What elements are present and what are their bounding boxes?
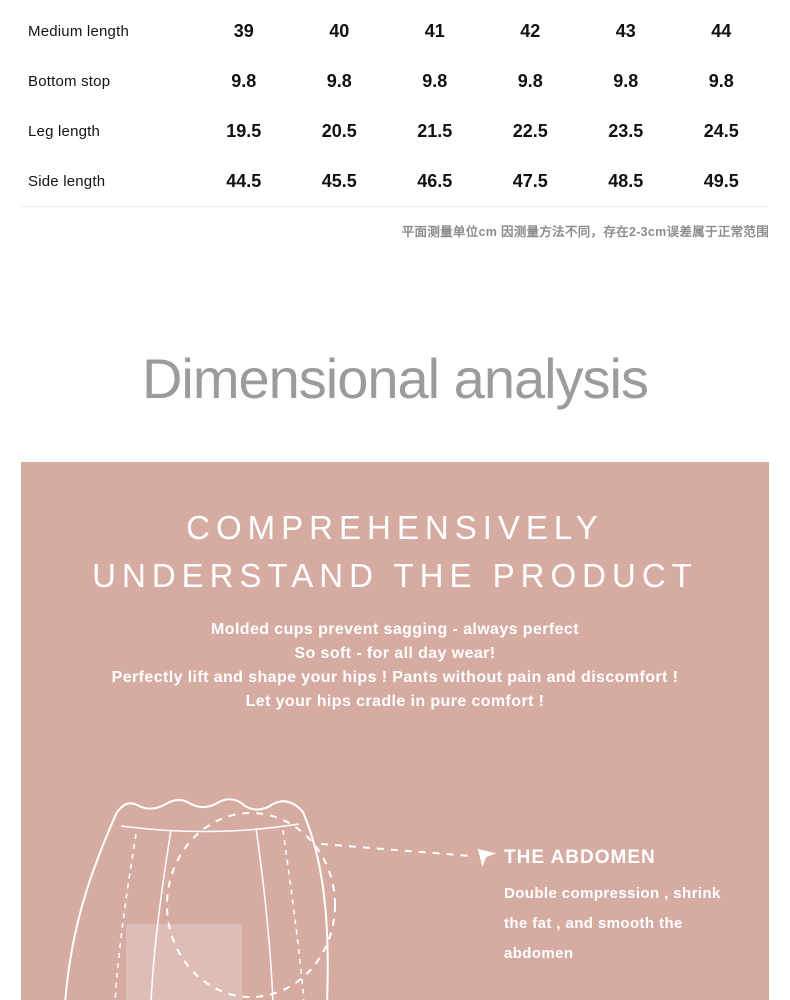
size-cell: 41	[424, 20, 445, 41]
bullet-line: Let your hips cradle in pure comfort !	[245, 693, 545, 710]
table-row: Side length 44.5 45.5 46.5 47.5 48.5 49.…	[21, 156, 769, 206]
panel-heading-line2: UNDERSTAND THE PRODUCT	[92, 557, 698, 594]
row-label: Bottom stop	[28, 72, 111, 90]
size-cell: 42	[520, 20, 541, 41]
size-cell: 23.5	[608, 120, 644, 141]
size-cell: 46.5	[417, 170, 453, 191]
size-table: Medium length 39 40 41 42 43 44 Bottom s…	[21, 0, 769, 207]
size-cell: 9.8	[613, 70, 639, 91]
size-cell: 48.5	[608, 170, 644, 191]
callout-line: the fat , and smooth the	[504, 915, 683, 932]
section-title: Dimensional analysis	[141, 347, 649, 410]
size-cell: 45.5	[321, 170, 357, 191]
callout-body: Double compression , shrink the fat , an…	[504, 879, 751, 969]
size-cell: 9.8	[231, 70, 257, 91]
size-cell: 9.8	[517, 70, 543, 91]
pointer-arrow-icon	[477, 848, 497, 868]
callout-line: abdomen	[504, 945, 574, 962]
pants-diagram	[64, 798, 472, 1000]
size-cell: 40	[329, 20, 350, 41]
size-cell: 44.5	[226, 170, 262, 191]
panel-bullets: Molded cups prevent sagging - always per…	[21, 618, 769, 714]
bullet-line: Molded cups prevent sagging - always per…	[211, 621, 579, 638]
measurement-note: 平面测量单位cm 因测量方法不同，存在2-3cm误差属于正常范围	[401, 225, 769, 239]
size-cell: 9.8	[326, 70, 352, 91]
table-row: Leg length 19.5 20.5 21.5 22.5 23.5 24.5	[21, 106, 769, 156]
size-cell: 21.5	[417, 120, 453, 141]
size-cell: 24.5	[703, 120, 739, 141]
size-cell: 44	[711, 20, 732, 41]
row-label: Medium length	[28, 22, 129, 40]
product-panel: COMPREHENSIVELY UNDERSTAND THE PRODUCT M…	[21, 462, 769, 1000]
table-row: Medium length 39 40 41 42 43 44	[21, 6, 769, 56]
callout-header: THE ABDOMEN	[476, 847, 751, 869]
size-cell: 9.8	[422, 70, 448, 91]
size-cell: 9.8	[708, 70, 734, 91]
bullet-line: Perfectly lift and shape your hips ! Pan…	[111, 669, 679, 686]
size-cell: 39	[233, 20, 254, 41]
size-cell: 22.5	[512, 120, 548, 141]
row-label: Side length	[28, 172, 106, 190]
size-cell: 43	[615, 20, 636, 41]
row-label: Leg length	[28, 122, 101, 140]
size-cell: 19.5	[226, 120, 262, 141]
bullet-line: So soft - for all day wear!	[294, 645, 496, 662]
panel-heading: COMPREHENSIVELY UNDERSTAND THE PRODUCT	[21, 462, 769, 600]
callout-line: Double compression , shrink	[504, 885, 721, 902]
callout-title: THE ABDOMEN	[504, 847, 656, 868]
size-cell: 49.5	[703, 170, 739, 191]
size-cell: 20.5	[321, 120, 357, 141]
abdomen-callout: THE ABDOMEN Double compression , shrink …	[476, 847, 751, 969]
size-cell: 47.5	[512, 170, 548, 191]
table-row: Bottom stop 9.8 9.8 9.8 9.8 9.8 9.8	[21, 56, 769, 106]
panel-heading-line1: COMPREHENSIVELY	[186, 509, 604, 546]
